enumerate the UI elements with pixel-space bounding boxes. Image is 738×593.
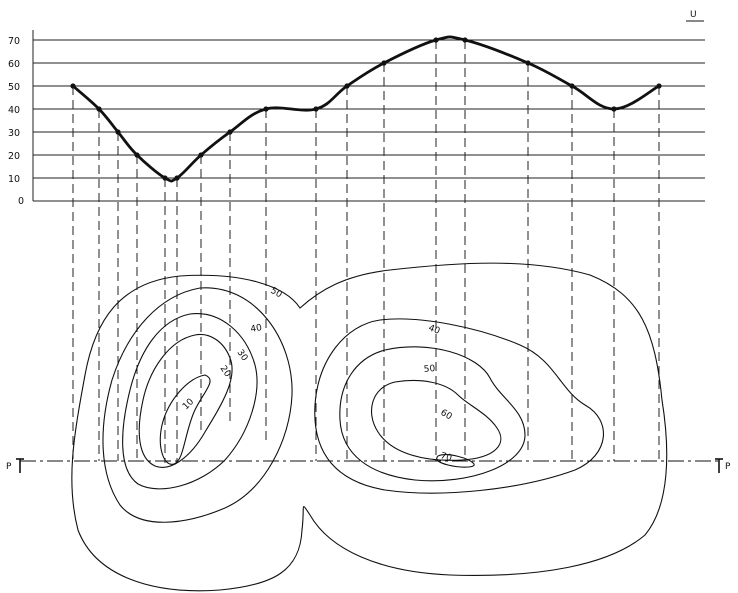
- contour-label-70-right: 70: [439, 451, 453, 464]
- profile-point: [227, 129, 233, 135]
- section-line: P P: [6, 458, 731, 473]
- level-label-40: 40: [8, 105, 20, 116]
- profile-point: [70, 83, 76, 89]
- level-label-60: 60: [8, 59, 20, 70]
- contour-left-40: [102, 287, 293, 523]
- contour-label-40-right: 40: [427, 323, 441, 336]
- level-label-70: 70: [8, 36, 20, 47]
- contour-label-40-left: 40: [250, 323, 263, 335]
- contour-label-50-left: 50: [269, 286, 284, 301]
- level-label-0: 0: [18, 196, 24, 207]
- profile-point: [313, 106, 319, 112]
- contour-map: 50 40 30 20 10 40 50 60 70: [71, 262, 668, 592]
- profile-point: [525, 60, 531, 66]
- contour-label-10-left: 10: [181, 397, 196, 412]
- profile-point: [611, 106, 617, 112]
- profile-point: [433, 37, 439, 43]
- level-labels: 70 60 50 40 30 20 10 0: [8, 36, 24, 207]
- profile-point: [263, 106, 269, 112]
- profile-point: [198, 152, 204, 158]
- contour-right-40: [314, 318, 605, 494]
- contour-right-70: [436, 454, 475, 468]
- profile-point: [344, 83, 350, 89]
- profile-point: [569, 83, 575, 89]
- contour-left-20: [138, 333, 233, 468]
- profile-point: [115, 129, 121, 135]
- level-label-30: 30: [8, 128, 20, 139]
- contour-right-60: [370, 379, 502, 461]
- level-label-20: 20: [8, 151, 20, 162]
- profile-point: [174, 175, 180, 181]
- section-label-right: P: [725, 462, 731, 472]
- profile-point: [96, 106, 102, 112]
- profile-point: [462, 37, 468, 43]
- section-label-left: P: [6, 462, 12, 472]
- contour-label-30-left: 30: [235, 348, 250, 363]
- level-label-10: 10: [8, 174, 20, 185]
- contour-outer-50: [71, 262, 668, 592]
- contour-left-10: [159, 374, 211, 465]
- level-label-50: 50: [8, 82, 20, 93]
- profile-points: [70, 37, 662, 181]
- profile-point: [381, 60, 387, 66]
- contour-left-30: [122, 313, 258, 490]
- profile-grid: [32, 30, 705, 202]
- profile-point: [162, 175, 168, 181]
- projection-lines: [72, 40, 660, 463]
- unit-label: U: [690, 10, 697, 20]
- contour-label-60-right: 60: [439, 408, 454, 423]
- profile-point: [656, 83, 662, 89]
- contour-right-50: [339, 346, 526, 482]
- contour-label-50-right: 50: [423, 364, 436, 375]
- profile-point: [134, 152, 140, 158]
